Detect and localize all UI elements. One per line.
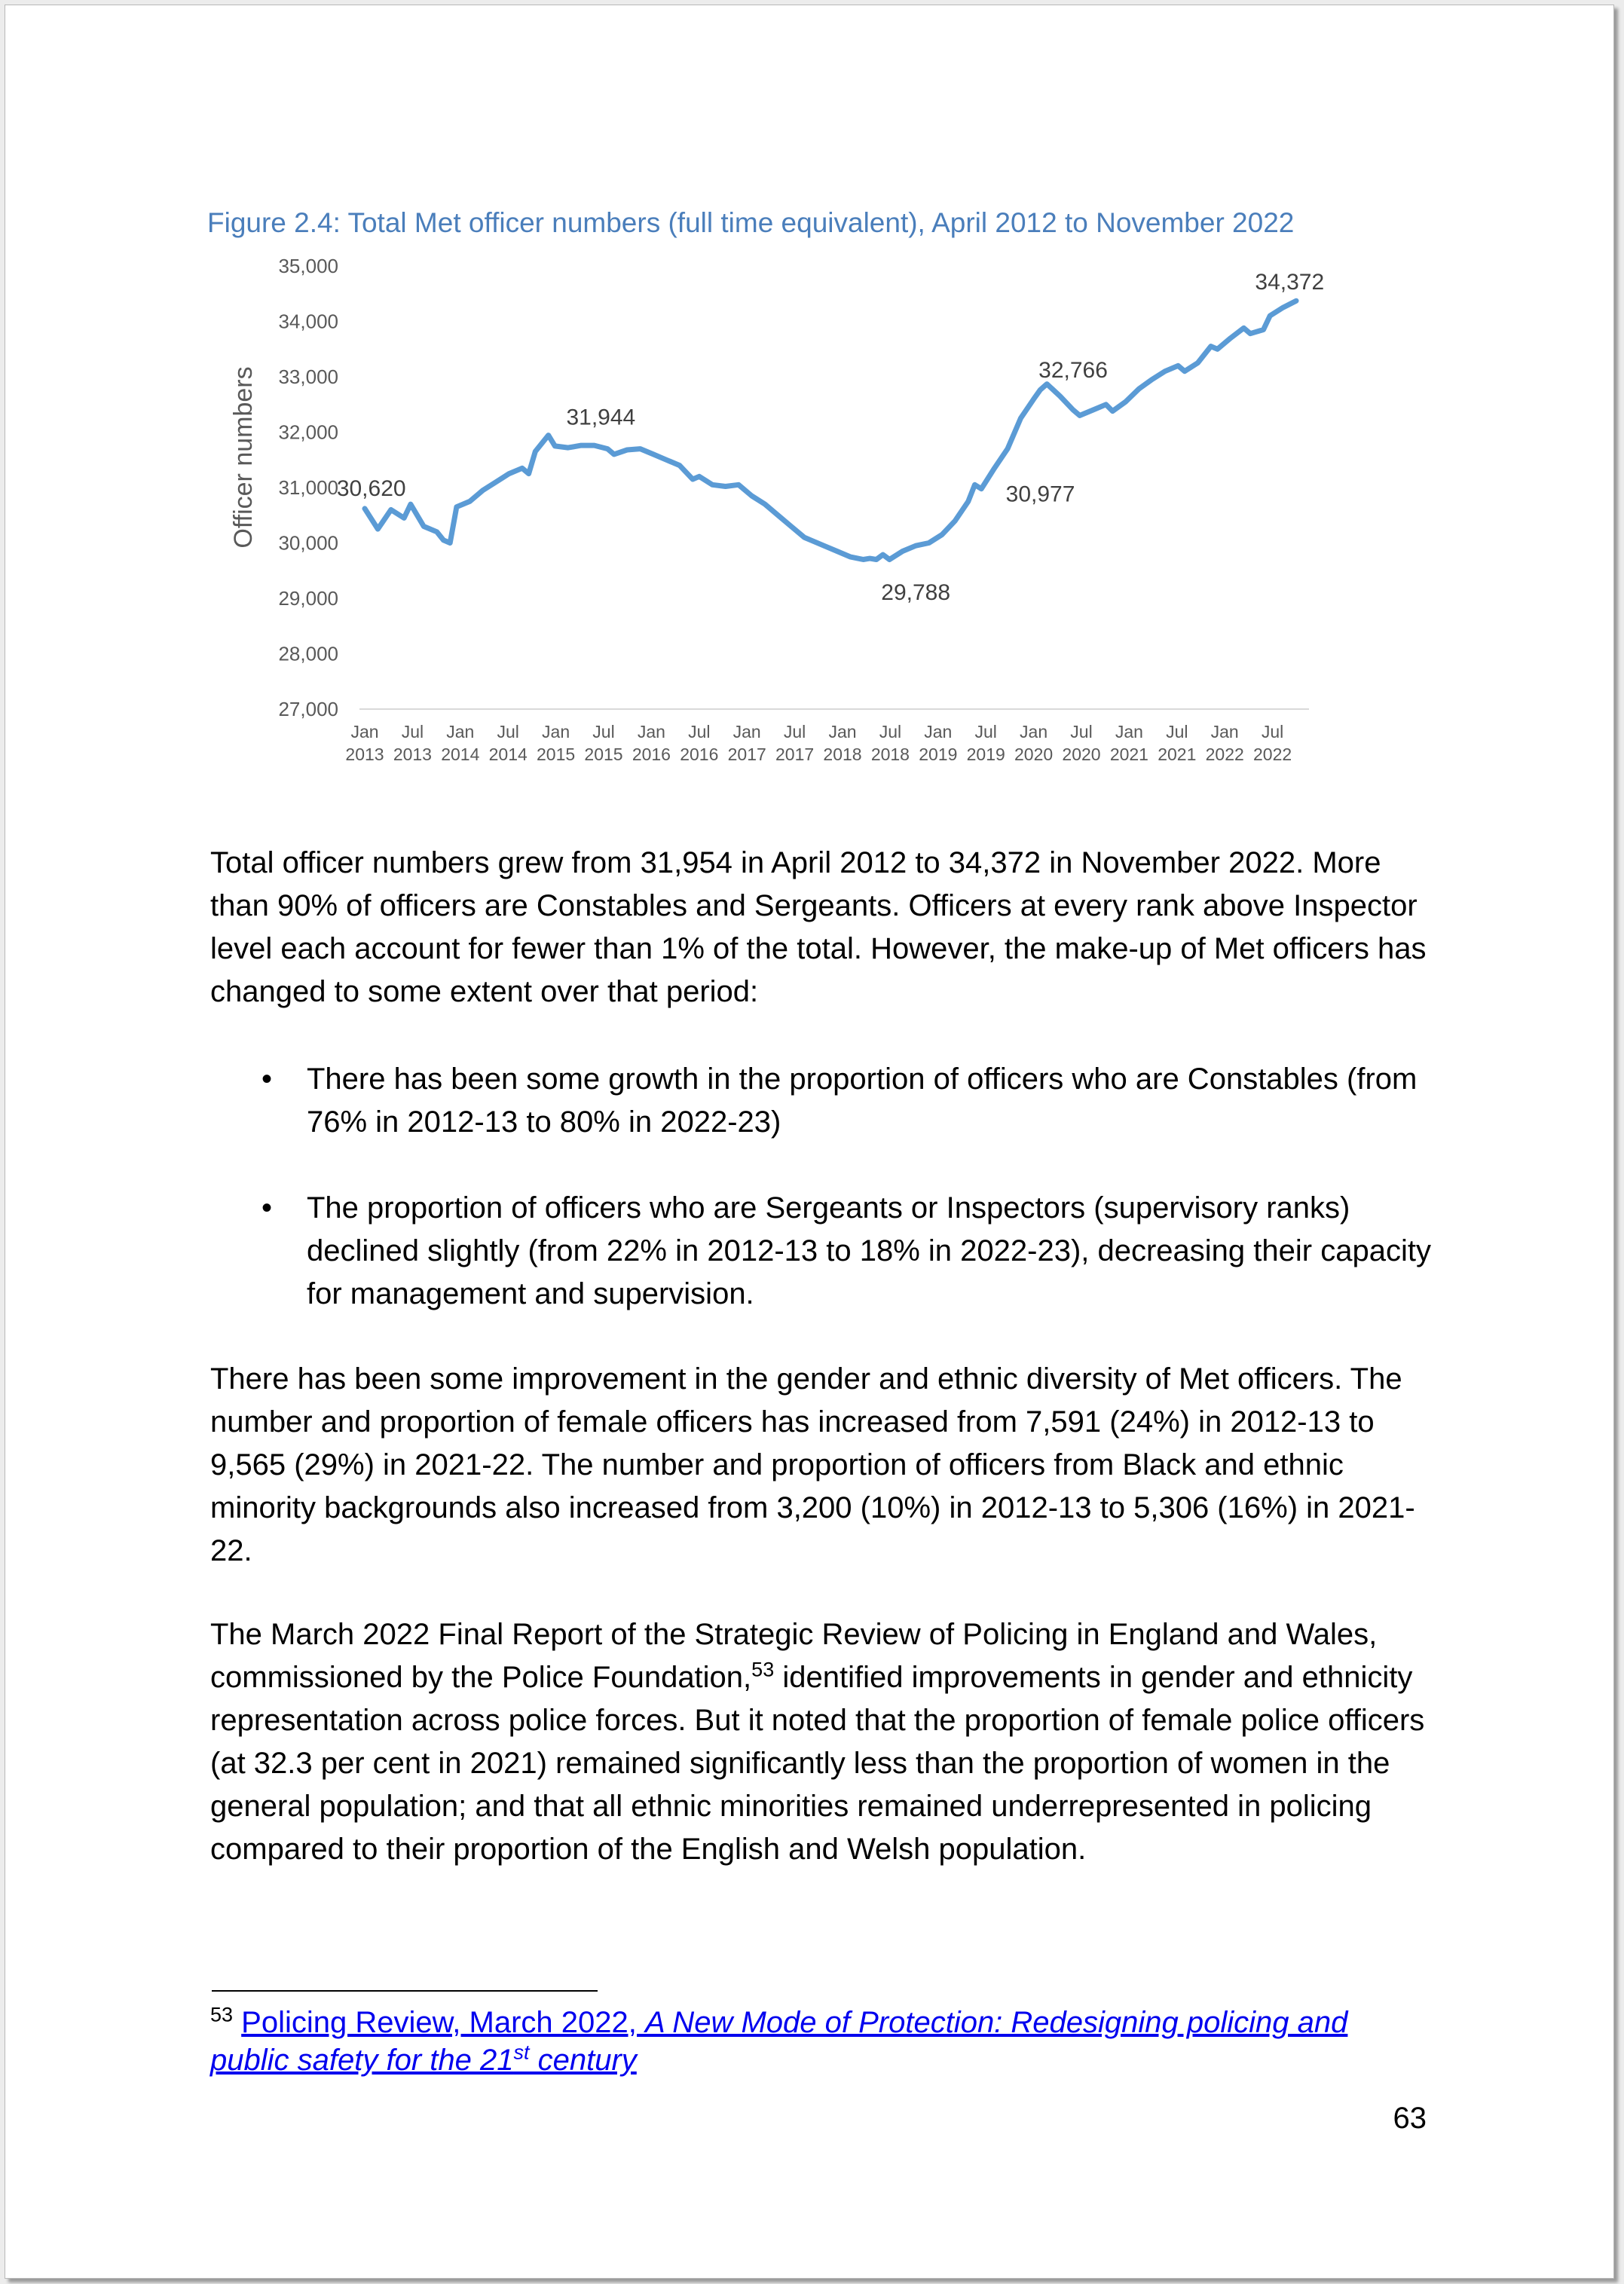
bullet-item-1: • There has been some growth in the prop… <box>261 1058 1437 1144</box>
data-label: 34,372 <box>1255 270 1324 295</box>
figure-caption: Figure 2.4: Total Met officer numbers (f… <box>207 207 1295 238</box>
footnote-link-prefix: Policing Review, March 2022, <box>241 2006 645 2039</box>
x-tick-label: Jul 2021 <box>1158 722 1196 764</box>
footnote: 53 Policing Review, March 2022, A New Mo… <box>210 2004 1431 2079</box>
bullet-text-1: There has been some growth in the propor… <box>307 1063 1418 1139</box>
x-tick-label: Jul 2019 <box>967 722 1005 764</box>
y-tick-label: 30,000 <box>278 532 338 555</box>
y-tick-label: 31,000 <box>278 476 338 499</box>
data-label: 31,944 <box>566 405 635 430</box>
officer-numbers-line-chart: Officer numbers 27,000 28,000 29,000 30,000… <box>229 255 1324 764</box>
x-tick-label: Jul 2015 <box>584 722 622 764</box>
document-page: Figure 2.4: Total Met officer numbers (f… <box>5 5 1614 2279</box>
series-line-officer-numbers <box>362 298 1299 562</box>
y-tick-label: 32,000 <box>278 421 338 444</box>
paragraph-3: The March 2022 Final Report of the Strat… <box>210 1613 1431 1871</box>
x-tick-label: Jan 2017 <box>728 722 766 764</box>
y-tick-label: 34,000 <box>278 310 338 333</box>
y-tick-label: 29,000 <box>278 587 338 610</box>
footnote-divider <box>212 1990 598 1992</box>
x-tick-label: Jan 2015 <box>537 722 575 764</box>
bullet-item-2: • The proportion of officers who are Ser… <box>261 1187 1437 1316</box>
x-tick-label: Jan 2019 <box>919 722 957 764</box>
footnote-link-sup: st <box>513 2041 530 2064</box>
paragraph-2: There has been some improvement in the g… <box>210 1362 1415 1567</box>
paragraph-1: Total officer numbers grew from 31,954 i… <box>210 846 1427 1008</box>
x-tick-label: Jul 2017 <box>775 722 814 764</box>
x-tick-label: Jul 2014 <box>489 722 528 764</box>
data-label: 30,977 <box>1006 482 1075 507</box>
data-label: 30,620 <box>337 476 406 501</box>
y-axis-label: Officer numbers <box>229 366 258 548</box>
y-tick-label: 27,000 <box>278 698 338 720</box>
x-tick-label: Jan 2022 <box>1206 722 1244 764</box>
footnote-reference: 53 <box>751 1658 775 1681</box>
paragraph-3-text-a: The March 2022 Final Report of the Strat… <box>210 1618 1378 1694</box>
page-number: 63 <box>1393 2102 1427 2135</box>
x-tick-label: Jan 2018 <box>823 722 861 764</box>
footnote-link-suffix: century <box>529 2044 637 2077</box>
x-tick-label: Jul 2020 <box>1062 722 1100 764</box>
paragraph-3-text-b: identified improvements in gender and et… <box>210 1661 1425 1866</box>
x-tick-label: Jan 2021 <box>1110 722 1148 764</box>
bullet-marker: • <box>261 1191 273 1225</box>
x-tick-label: Jul 2016 <box>680 722 718 764</box>
x-tick-label: Jul 2013 <box>393 722 432 764</box>
data-label: 32,766 <box>1038 358 1108 383</box>
data-label: 29,788 <box>881 580 950 605</box>
x-tick-label: Jan 2016 <box>632 722 671 764</box>
y-tick-label: 33,000 <box>278 365 338 388</box>
x-tick-label: Jan 2020 <box>1014 722 1053 764</box>
x-tick-label: Jan 2013 <box>345 722 384 764</box>
x-tick-label: Jul 2022 <box>1253 722 1292 764</box>
x-tick-label: Jul 2018 <box>871 722 910 764</box>
footnote-number: 53 <box>210 2003 234 2026</box>
y-tick-label: 35,000 <box>278 255 338 277</box>
bullet-text-2: The proportion of officers who are Serge… <box>307 1191 1431 1310</box>
footnote-link[interactable]: Policing Review, March 2022, A New Mode … <box>210 2006 1347 2077</box>
footnote-link-title: A New Mode of Protection: Redesigning po… <box>210 2006 1347 2077</box>
y-tick-label: 28,000 <box>278 643 338 665</box>
footnote-link-title-text: A New Mode of Protection: Redesigning po… <box>210 2006 1348 2077</box>
bullet-marker: • <box>261 1063 273 1096</box>
x-tick-label: Jan 2014 <box>441 722 479 764</box>
